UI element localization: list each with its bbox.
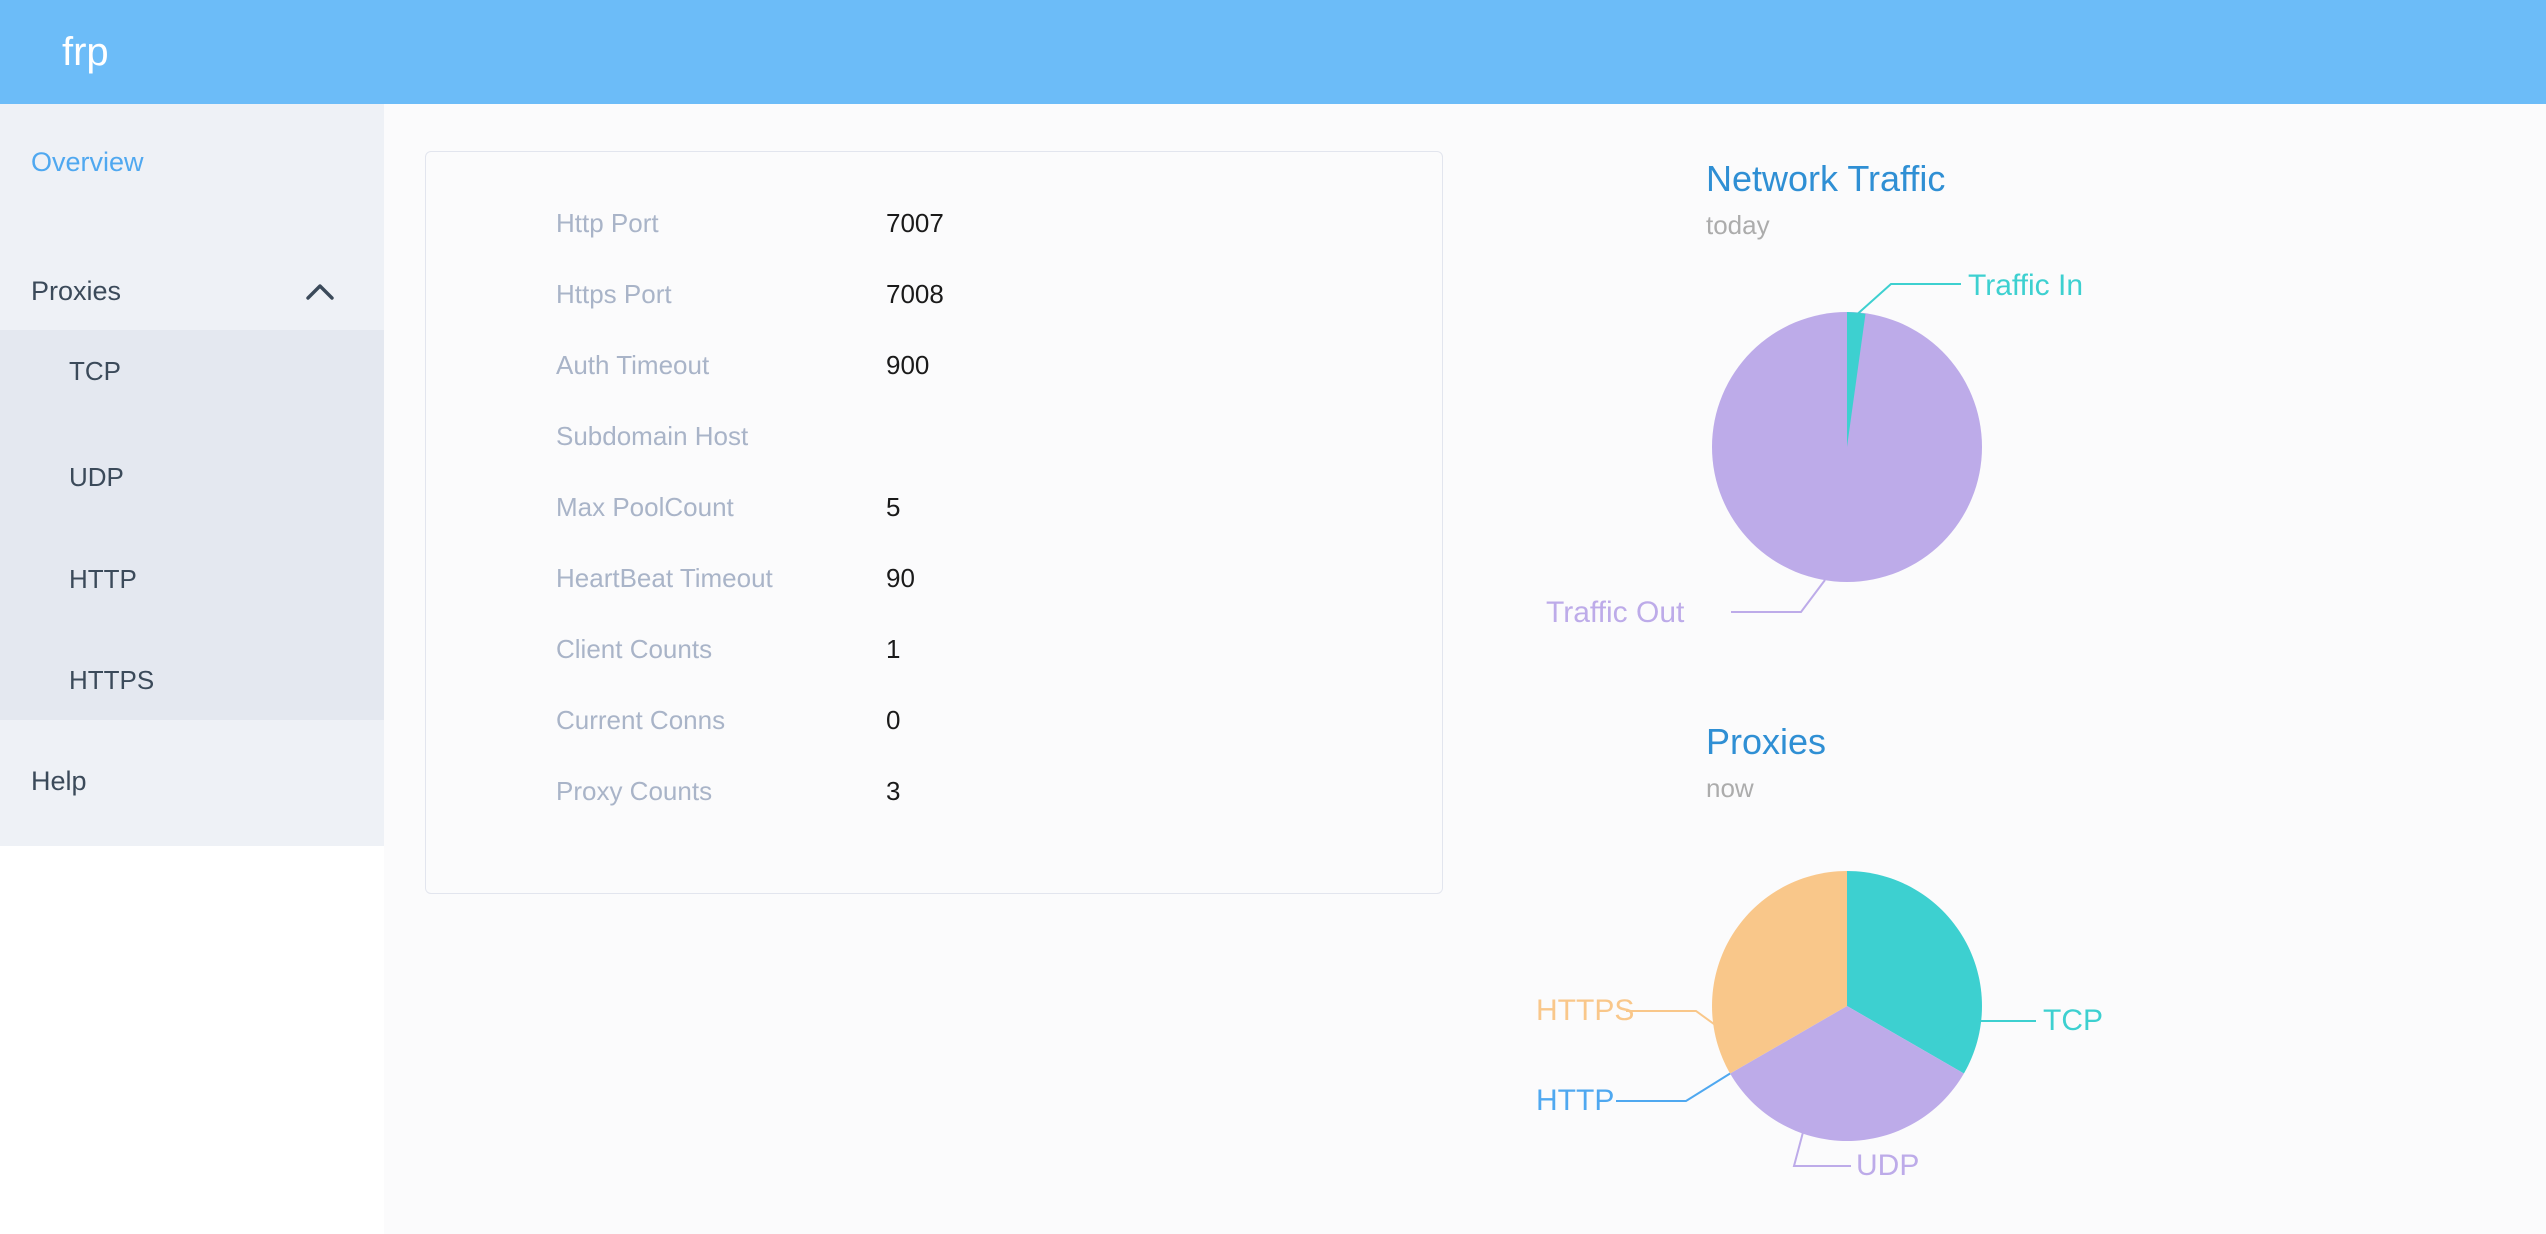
svg-text:Traffic Out: Traffic Out xyxy=(1546,596,1685,629)
svg-text:Traffic In: Traffic In xyxy=(1968,269,2083,302)
svg-text:TCP: TCP xyxy=(2043,1004,2103,1037)
svg-text:HTTPS: HTTPS xyxy=(1536,994,1634,1027)
svg-text:UDP: UDP xyxy=(1856,1149,1919,1182)
svg-text:HTTP: HTTP xyxy=(1536,1084,1614,1117)
